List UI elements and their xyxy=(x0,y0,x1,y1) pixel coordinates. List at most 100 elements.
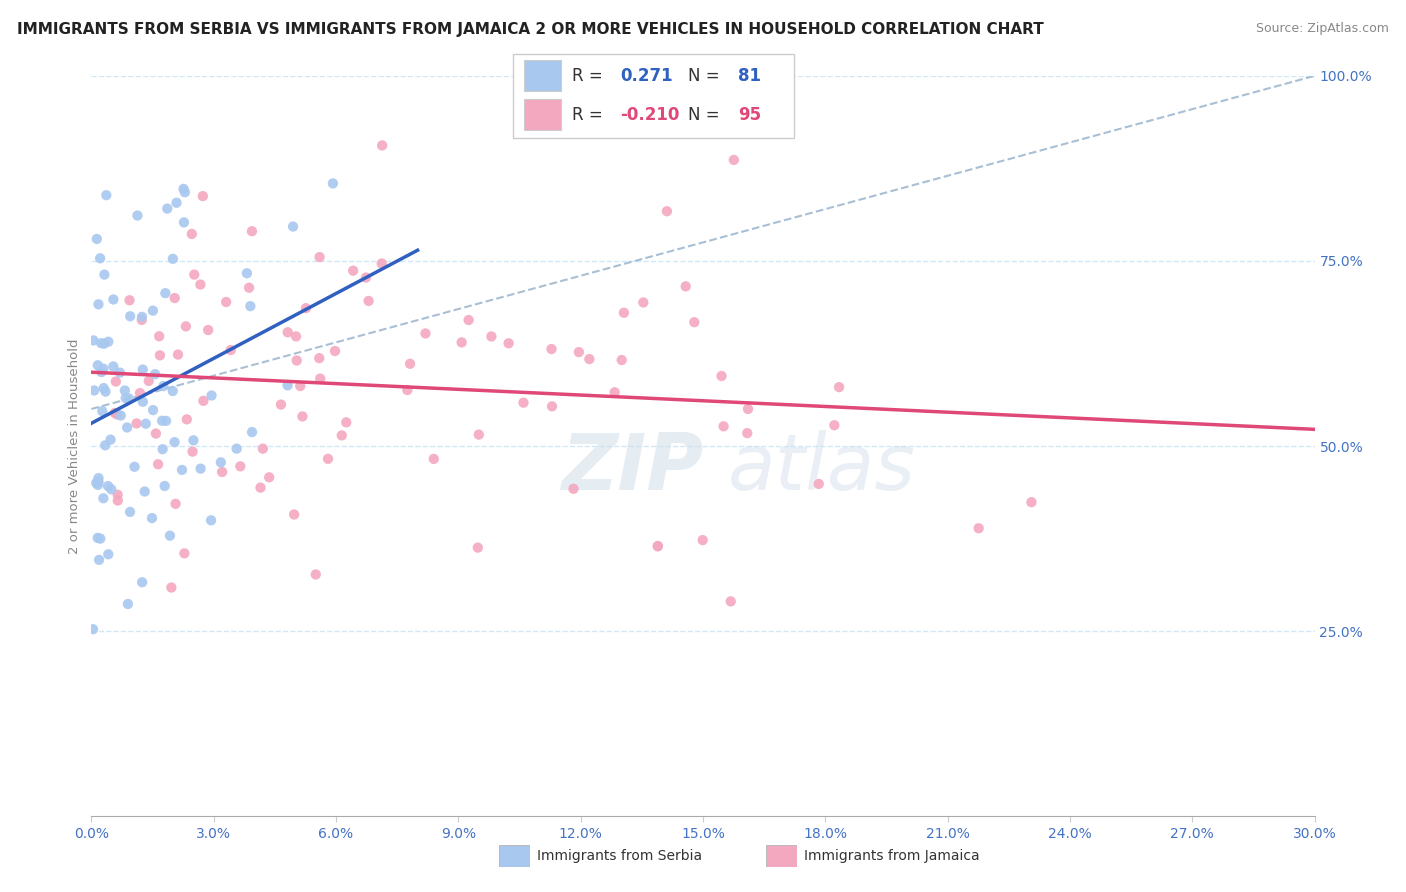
Bar xyxy=(524,61,561,91)
Point xyxy=(94,384,117,399)
Point xyxy=(131,575,153,590)
Point xyxy=(322,177,344,191)
Point xyxy=(713,419,735,434)
Point xyxy=(541,400,564,414)
Point xyxy=(87,475,110,489)
Point xyxy=(1021,495,1043,509)
Point xyxy=(149,348,172,362)
Text: R =: R = xyxy=(572,67,609,85)
Point xyxy=(94,438,117,452)
Point xyxy=(86,232,108,246)
Point xyxy=(720,594,742,608)
Point xyxy=(683,315,706,329)
Point xyxy=(82,334,104,348)
Point xyxy=(167,347,190,361)
Point xyxy=(105,408,128,422)
Point xyxy=(93,381,115,395)
Text: IMMIGRANTS FROM SERBIA VS IMMIGRANTS FROM JAMAICA 2 OR MORE VEHICLES IN HOUSEHOL: IMMIGRANTS FROM SERBIA VS IMMIGRANTS FRO… xyxy=(17,22,1043,37)
Point xyxy=(200,388,222,402)
Point xyxy=(118,505,141,519)
Point xyxy=(270,398,292,412)
Point xyxy=(118,293,141,308)
Point xyxy=(215,295,238,310)
Point xyxy=(562,482,585,496)
Point xyxy=(155,414,177,428)
Text: Immigrants from Serbia: Immigrants from Serbia xyxy=(537,849,702,863)
Text: Source: ZipAtlas.com: Source: ZipAtlas.com xyxy=(1256,22,1389,36)
Point xyxy=(138,374,160,388)
Point xyxy=(96,188,118,202)
Point xyxy=(89,532,111,546)
Point xyxy=(89,252,111,266)
Point xyxy=(357,293,380,308)
Point xyxy=(125,417,148,431)
Point xyxy=(252,442,274,456)
Text: Immigrants from Jamaica: Immigrants from Jamaica xyxy=(804,849,980,863)
Point xyxy=(723,153,745,167)
Point xyxy=(647,539,669,553)
Text: N =: N = xyxy=(688,105,724,123)
Point xyxy=(90,336,112,351)
Point xyxy=(190,277,212,292)
Point xyxy=(578,352,600,367)
Point xyxy=(117,597,139,611)
Point xyxy=(647,539,669,553)
Point xyxy=(291,409,314,424)
Point xyxy=(143,368,166,382)
Point xyxy=(134,484,156,499)
Point xyxy=(305,567,328,582)
Point xyxy=(162,384,184,398)
Point xyxy=(967,521,990,535)
Point xyxy=(152,442,174,457)
Point xyxy=(150,414,173,428)
Point xyxy=(104,375,127,389)
Point xyxy=(97,547,120,561)
Point xyxy=(180,227,202,241)
Text: 0.271: 0.271 xyxy=(620,67,672,85)
Point xyxy=(285,329,308,343)
Point xyxy=(159,529,181,543)
Bar xyxy=(524,99,561,130)
Point xyxy=(610,353,633,368)
Point xyxy=(225,442,247,456)
Point xyxy=(371,138,394,153)
Point xyxy=(323,344,346,359)
Point xyxy=(239,299,262,313)
Point xyxy=(219,343,242,357)
Point xyxy=(165,497,187,511)
Point xyxy=(415,326,437,341)
Point xyxy=(162,252,184,266)
Point xyxy=(100,483,122,497)
Point xyxy=(156,202,179,216)
Point xyxy=(183,434,205,448)
Point xyxy=(335,416,357,430)
Text: 81: 81 xyxy=(738,67,761,85)
Point xyxy=(108,366,131,380)
Point xyxy=(93,491,115,506)
Point xyxy=(174,186,197,200)
Point xyxy=(209,455,232,469)
Point xyxy=(181,444,204,458)
Point xyxy=(512,395,534,409)
Point xyxy=(131,313,153,327)
Point xyxy=(173,215,195,229)
Point xyxy=(132,362,155,376)
Point xyxy=(104,406,127,420)
Point xyxy=(91,404,114,418)
Point xyxy=(118,392,141,406)
Point xyxy=(82,622,104,636)
Point xyxy=(170,463,193,477)
Point xyxy=(103,359,125,374)
Point xyxy=(249,481,271,495)
Point xyxy=(710,369,733,384)
Point xyxy=(107,488,129,502)
Point xyxy=(176,412,198,426)
Point xyxy=(197,323,219,337)
Point xyxy=(131,310,153,324)
Point xyxy=(238,281,260,295)
Text: ZIP: ZIP xyxy=(561,430,703,507)
Point xyxy=(370,256,392,270)
Point xyxy=(132,394,155,409)
Point xyxy=(86,531,108,545)
Point xyxy=(115,420,138,434)
